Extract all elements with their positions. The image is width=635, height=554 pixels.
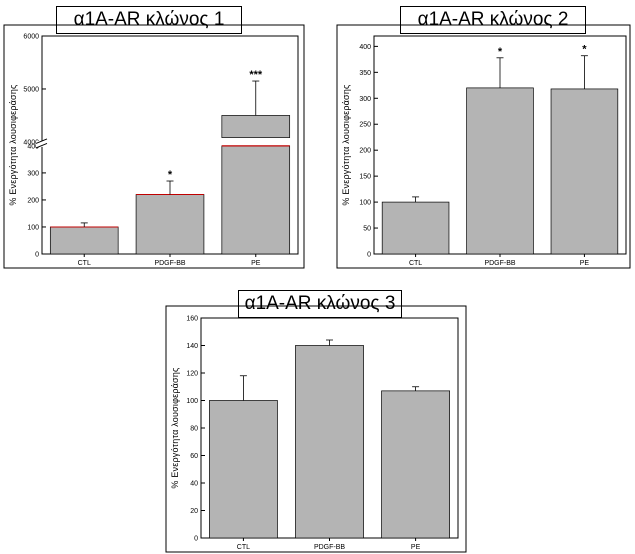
y-tick-label: 0 xyxy=(367,252,371,259)
y-tick-label: 300 xyxy=(359,96,371,103)
y-tick-label: 120 xyxy=(186,371,198,378)
y-tick-label: 100 xyxy=(27,224,39,231)
y-axis-label: % Ενεργότητα λουσιφεράσης xyxy=(170,367,180,489)
y-tick-label: 40 xyxy=(190,481,198,488)
y-tick-label: 400 xyxy=(359,44,371,51)
bar-pdgf-bb xyxy=(466,87,534,255)
bar-pdgf-bb xyxy=(295,345,364,539)
x-tick-label: CTL xyxy=(237,544,250,551)
axis-break-gap xyxy=(36,140,48,147)
y-tick-label: 350 xyxy=(359,70,371,77)
y-tick-label: 250 xyxy=(359,122,371,129)
y-tick-label: 80 xyxy=(190,426,198,433)
y-tick-label: 150 xyxy=(359,174,371,181)
chart2-frame xyxy=(336,24,631,269)
chart1-frame xyxy=(3,24,305,269)
y-axis-label: % Ενεργότητα λουσιφεράσης xyxy=(8,84,18,206)
significance-marker: * xyxy=(168,169,173,181)
y-tick-label: 200 xyxy=(27,197,39,204)
x-tick-label: PDGF-BB xyxy=(484,260,515,267)
x-tick-label: CTL xyxy=(78,260,91,267)
y-axis-label: % Ενεργότητα λουσιφεράσης xyxy=(341,84,351,206)
bar-pe-lower xyxy=(221,145,291,255)
axis-break-mark xyxy=(35,138,48,144)
y-tick-label: 60 xyxy=(190,453,198,460)
y-tick-label: 140 xyxy=(186,343,198,350)
x-tick-label: PE xyxy=(580,260,590,267)
chart3-frame xyxy=(165,305,467,553)
significance-marker: * xyxy=(582,44,587,56)
y-tick-label: 100 xyxy=(186,398,198,405)
bar-pe-upper xyxy=(221,115,291,138)
x-tick-label: PE xyxy=(251,260,261,267)
chart3-title: α1A-AR κλώνος 3 xyxy=(238,290,402,318)
y-tick-label: 50 xyxy=(363,226,371,233)
y-tick-label: 6000 xyxy=(23,34,39,41)
bar-ctl xyxy=(209,400,278,539)
x-tick-label: PE xyxy=(411,544,421,551)
y-tick-label: 4000 xyxy=(23,139,39,146)
bar-ctl xyxy=(381,201,450,255)
bar-pe xyxy=(550,88,619,255)
y-tick-label: 0 xyxy=(194,536,198,543)
x-tick-label: PDGF-BB xyxy=(314,544,345,551)
y-tick-label: 5000 xyxy=(23,86,39,93)
bar-pe xyxy=(381,390,450,539)
axis-break-mark xyxy=(35,142,48,149)
x-tick-label: PDGF-BB xyxy=(154,260,185,267)
bar-pdgf-bb xyxy=(135,194,205,255)
y-tick-label: 200 xyxy=(359,148,371,155)
y-tick-label: 160 xyxy=(186,316,198,323)
bar-ctl xyxy=(49,226,119,255)
y-tick-label: 20 xyxy=(190,508,198,515)
y-tick-label: 100 xyxy=(359,200,371,207)
y-tick-label: 400 xyxy=(27,143,39,150)
y-tick-label: 300 xyxy=(27,170,39,177)
significance-marker: * xyxy=(498,46,503,58)
x-tick-label: CTL xyxy=(409,260,422,267)
significance-marker: *** xyxy=(249,69,263,81)
y-tick-label: 0 xyxy=(35,252,39,259)
